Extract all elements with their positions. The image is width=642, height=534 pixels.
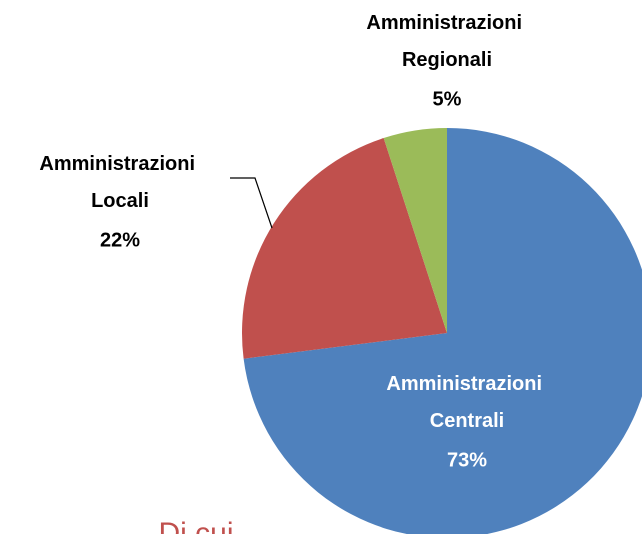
footer-text: Di cui <box>158 517 233 534</box>
slice-label: Amministrazioni Regionali <box>366 12 527 71</box>
slice-label: Amministrazioni Centrali <box>386 373 547 432</box>
pie-slice <box>383 128 447 333</box>
leader-line <box>230 177 273 229</box>
slice-value-label: 5% <box>433 88 462 110</box>
pie-slice <box>243 128 642 534</box>
slice-label: Amministrazioni Locali <box>39 153 200 212</box>
pie-slice <box>242 138 447 359</box>
slice-value-label: 22% <box>100 229 140 251</box>
slice-value-label: 73% <box>447 449 487 471</box>
